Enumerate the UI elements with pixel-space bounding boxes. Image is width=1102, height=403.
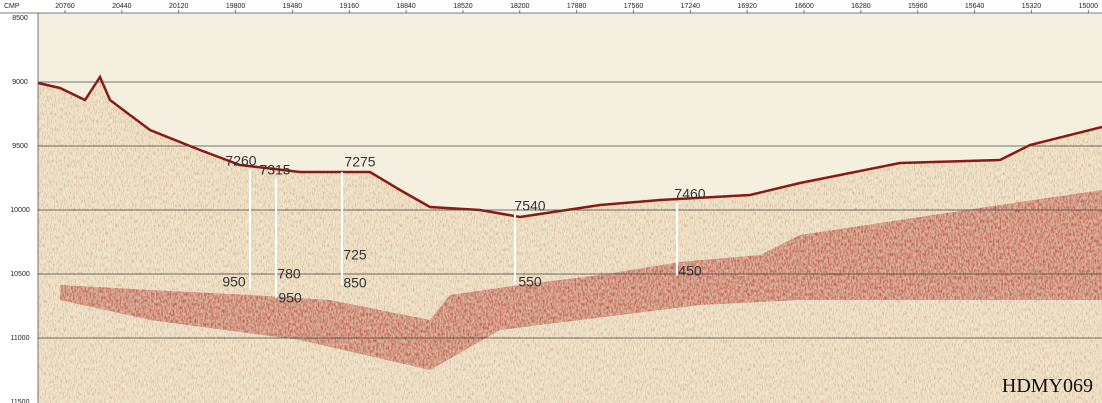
line-name: HDMY069 xyxy=(1002,375,1093,397)
annotation: 725 xyxy=(343,247,367,263)
y-tick-label: 8500 xyxy=(12,15,28,22)
x-tick-label: 19800 xyxy=(226,3,246,10)
annotation: 7260 xyxy=(225,153,256,169)
y-tick-label: 11500 xyxy=(11,399,30,403)
x-tick-label: 19160 xyxy=(340,3,360,10)
x-tick-label: 17560 xyxy=(624,3,644,10)
annotation: 850 xyxy=(343,275,367,291)
x-axis-label: CMP xyxy=(4,3,20,10)
x-tick-label: 15960 xyxy=(908,3,928,10)
x-tick-label: 20440 xyxy=(112,3,132,10)
annotation: 7540 xyxy=(514,198,545,214)
x-tick-label: 15320 xyxy=(1022,3,1042,10)
x-tick-label: 15640 xyxy=(965,3,985,10)
y-tick-label: 10000 xyxy=(10,207,30,214)
annotation: 7275 xyxy=(344,154,375,170)
x-tick-label: 18520 xyxy=(453,3,473,10)
annotation: 7460 xyxy=(674,186,705,202)
y-tick-label: 10500 xyxy=(10,271,30,278)
x-tick-label: 17240 xyxy=(681,3,701,10)
annotation: 450 xyxy=(678,263,702,279)
annotation: 7315 xyxy=(259,162,290,178)
top-axis xyxy=(0,0,1102,13)
x-tick-label: 18840 xyxy=(396,3,416,10)
annotation: 950 xyxy=(222,274,246,290)
x-tick-label: 15000 xyxy=(1079,3,1099,10)
x-tick-label: 16600 xyxy=(794,3,814,10)
x-tick-label: 18200 xyxy=(510,3,530,10)
annotation: 780 xyxy=(277,266,301,282)
x-tick-label: 16280 xyxy=(851,3,871,10)
y-tick-label: 11000 xyxy=(11,335,30,342)
annotation: 550 xyxy=(518,274,542,290)
x-tick-label: 20120 xyxy=(169,3,189,10)
x-tick-label: 19480 xyxy=(283,3,303,10)
x-tick-label: 17880 xyxy=(567,3,587,10)
annotation: 950 xyxy=(278,290,302,306)
seismic-section: CMP HDMY069 20760 20440 20120 19800 19480 191… xyxy=(0,0,1102,403)
y-tick-label: 9500 xyxy=(12,143,28,150)
x-tick-label: 20760 xyxy=(55,3,75,10)
x-tick-label: 16920 xyxy=(737,3,757,10)
y-tick-label: 9000 xyxy=(12,79,28,86)
